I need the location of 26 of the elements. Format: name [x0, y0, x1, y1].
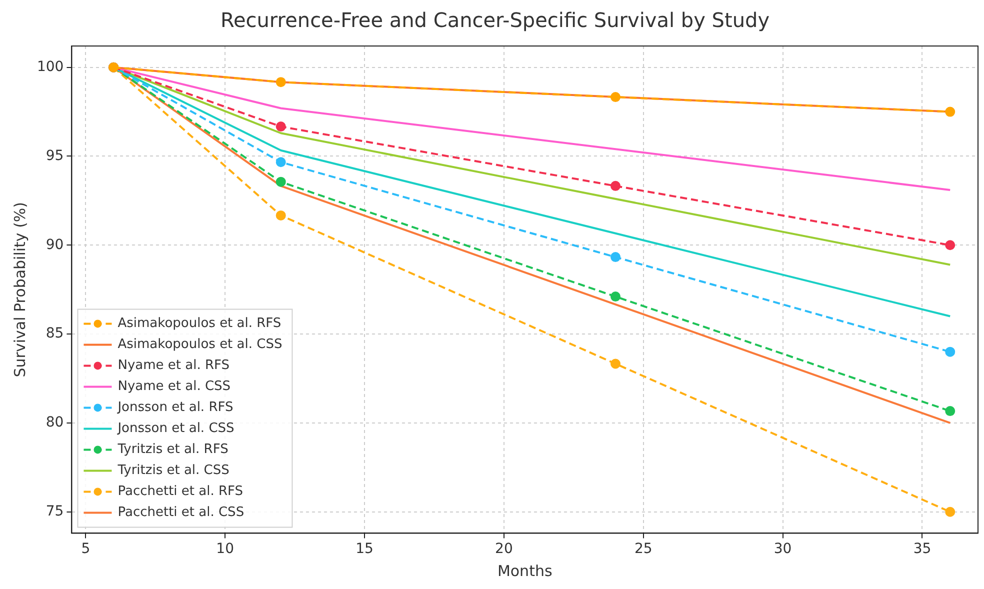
x-tick-label: 30 [774, 541, 792, 558]
legend-label: Nyame et al. CSS [118, 379, 231, 394]
legend-label: Nyame et al. RFS [118, 358, 230, 374]
y-tick-label: 75 [46, 504, 64, 520]
y-tick-label: 85 [46, 326, 64, 342]
y-axis-title: Survival Probability (%) [10, 202, 29, 378]
legend-label: Asimakopoulos et al. CSS [118, 337, 282, 352]
legend-label: Tyritzis et al. RFS [116, 442, 228, 458]
y-tick-label: 100 [36, 58, 64, 75]
legend-label: Pacchetti et al. CSS [118, 505, 244, 520]
legend-label: Jonsson et al. CSS [116, 421, 234, 436]
x-tick-label: 5 [81, 541, 90, 558]
x-tick-label: 20 [495, 541, 513, 558]
x-tick-label: 15 [356, 541, 374, 558]
x-axis-title: Months [497, 562, 552, 580]
legend-label: Asimakopoulos et al. RFS [118, 316, 282, 332]
y-tick-label: 80 [46, 414, 64, 431]
chart-title: Recurrence-Free and Cancer-Specific Survival by Study [220, 8, 770, 32]
x-tick-label: 10 [216, 541, 234, 558]
legend-label: Jonsson et al. RFS [116, 400, 234, 416]
legend-label: Tyritzis et al. CSS [116, 463, 230, 478]
x-tick-label: 25 [634, 541, 652, 558]
y-tick-label: 95 [46, 148, 64, 164]
legend-label: Pacchetti et al. RFS [118, 484, 244, 500]
x-tick-label: 35 [913, 541, 932, 558]
y-tick-label: 90 [46, 236, 64, 253]
